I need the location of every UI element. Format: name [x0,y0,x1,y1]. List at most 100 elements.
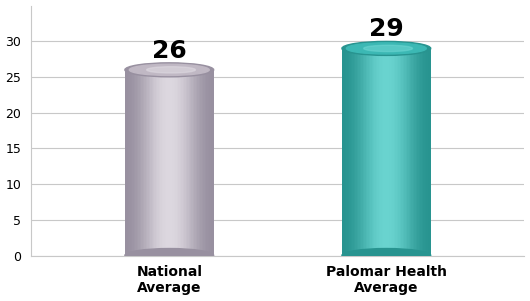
Bar [132,70,134,256]
Bar [199,70,201,256]
Bar [342,48,344,256]
Bar [137,70,139,256]
Bar [345,48,347,256]
Bar [197,70,199,256]
Bar [141,70,143,256]
Bar [128,70,130,256]
Bar [178,70,180,256]
Bar [163,70,165,256]
Bar [129,70,131,256]
Bar [354,48,356,256]
Ellipse shape [125,249,214,262]
Bar [375,48,376,256]
Bar [396,48,399,256]
Bar [135,70,137,256]
Bar [161,70,162,256]
Bar [209,70,211,256]
Ellipse shape [342,42,431,55]
Bar [398,48,400,256]
Bar [181,70,183,256]
Bar [157,70,160,256]
Bar [202,70,204,256]
Bar [131,70,133,256]
Bar [416,48,418,256]
Bar [423,48,425,256]
Bar [171,70,173,256]
Bar [143,70,145,256]
Bar [401,48,403,256]
Bar [352,48,354,256]
Bar [388,48,390,256]
Bar [385,48,387,256]
Bar [152,70,154,256]
Bar [418,48,419,256]
Bar [381,48,382,256]
Bar [180,70,182,256]
Bar [134,70,136,256]
Ellipse shape [125,63,214,77]
Bar [168,70,170,256]
Bar [125,70,127,256]
Ellipse shape [347,43,426,54]
Ellipse shape [129,64,209,76]
Ellipse shape [364,45,412,51]
Bar [394,48,396,256]
Bar [409,48,411,256]
Bar [389,48,391,256]
Bar [187,70,189,256]
Bar [196,70,198,256]
Bar [411,48,413,256]
Bar [405,48,408,256]
Bar [183,70,184,256]
Bar [186,70,188,256]
Bar [383,48,385,256]
Bar [148,70,151,256]
Bar [156,70,158,256]
Bar [419,48,421,256]
Bar [413,48,415,256]
Bar [428,48,430,256]
Bar [348,48,350,256]
Bar [174,70,175,256]
Bar [357,48,359,256]
Bar [379,48,381,256]
Bar [195,70,197,256]
Ellipse shape [147,67,196,73]
Bar [165,70,167,256]
Bar [355,48,357,256]
Bar [206,70,208,256]
Bar [382,48,384,256]
Bar [349,48,351,256]
Text: 29: 29 [369,17,404,41]
Bar [144,70,146,256]
Bar [175,70,177,256]
Bar [166,70,169,256]
Bar [368,48,370,256]
Bar [154,70,156,256]
Bar [420,48,422,256]
Bar [184,70,186,256]
Bar [191,70,193,256]
Bar [391,48,393,256]
Bar [343,48,346,256]
Bar [370,48,372,256]
Bar [367,48,369,256]
Bar [358,48,360,256]
Bar [392,48,394,256]
Bar [403,48,404,256]
Bar [176,70,179,256]
Bar [200,70,202,256]
Bar [360,48,361,256]
Bar [126,70,128,256]
Bar [205,70,207,256]
Bar [208,70,210,256]
Bar [162,70,164,256]
Bar [190,70,192,256]
Bar [153,70,155,256]
Bar [376,48,378,256]
Bar [395,48,397,256]
Bar [366,48,368,256]
Bar [347,48,348,256]
Bar [147,70,149,256]
Bar [372,48,374,256]
